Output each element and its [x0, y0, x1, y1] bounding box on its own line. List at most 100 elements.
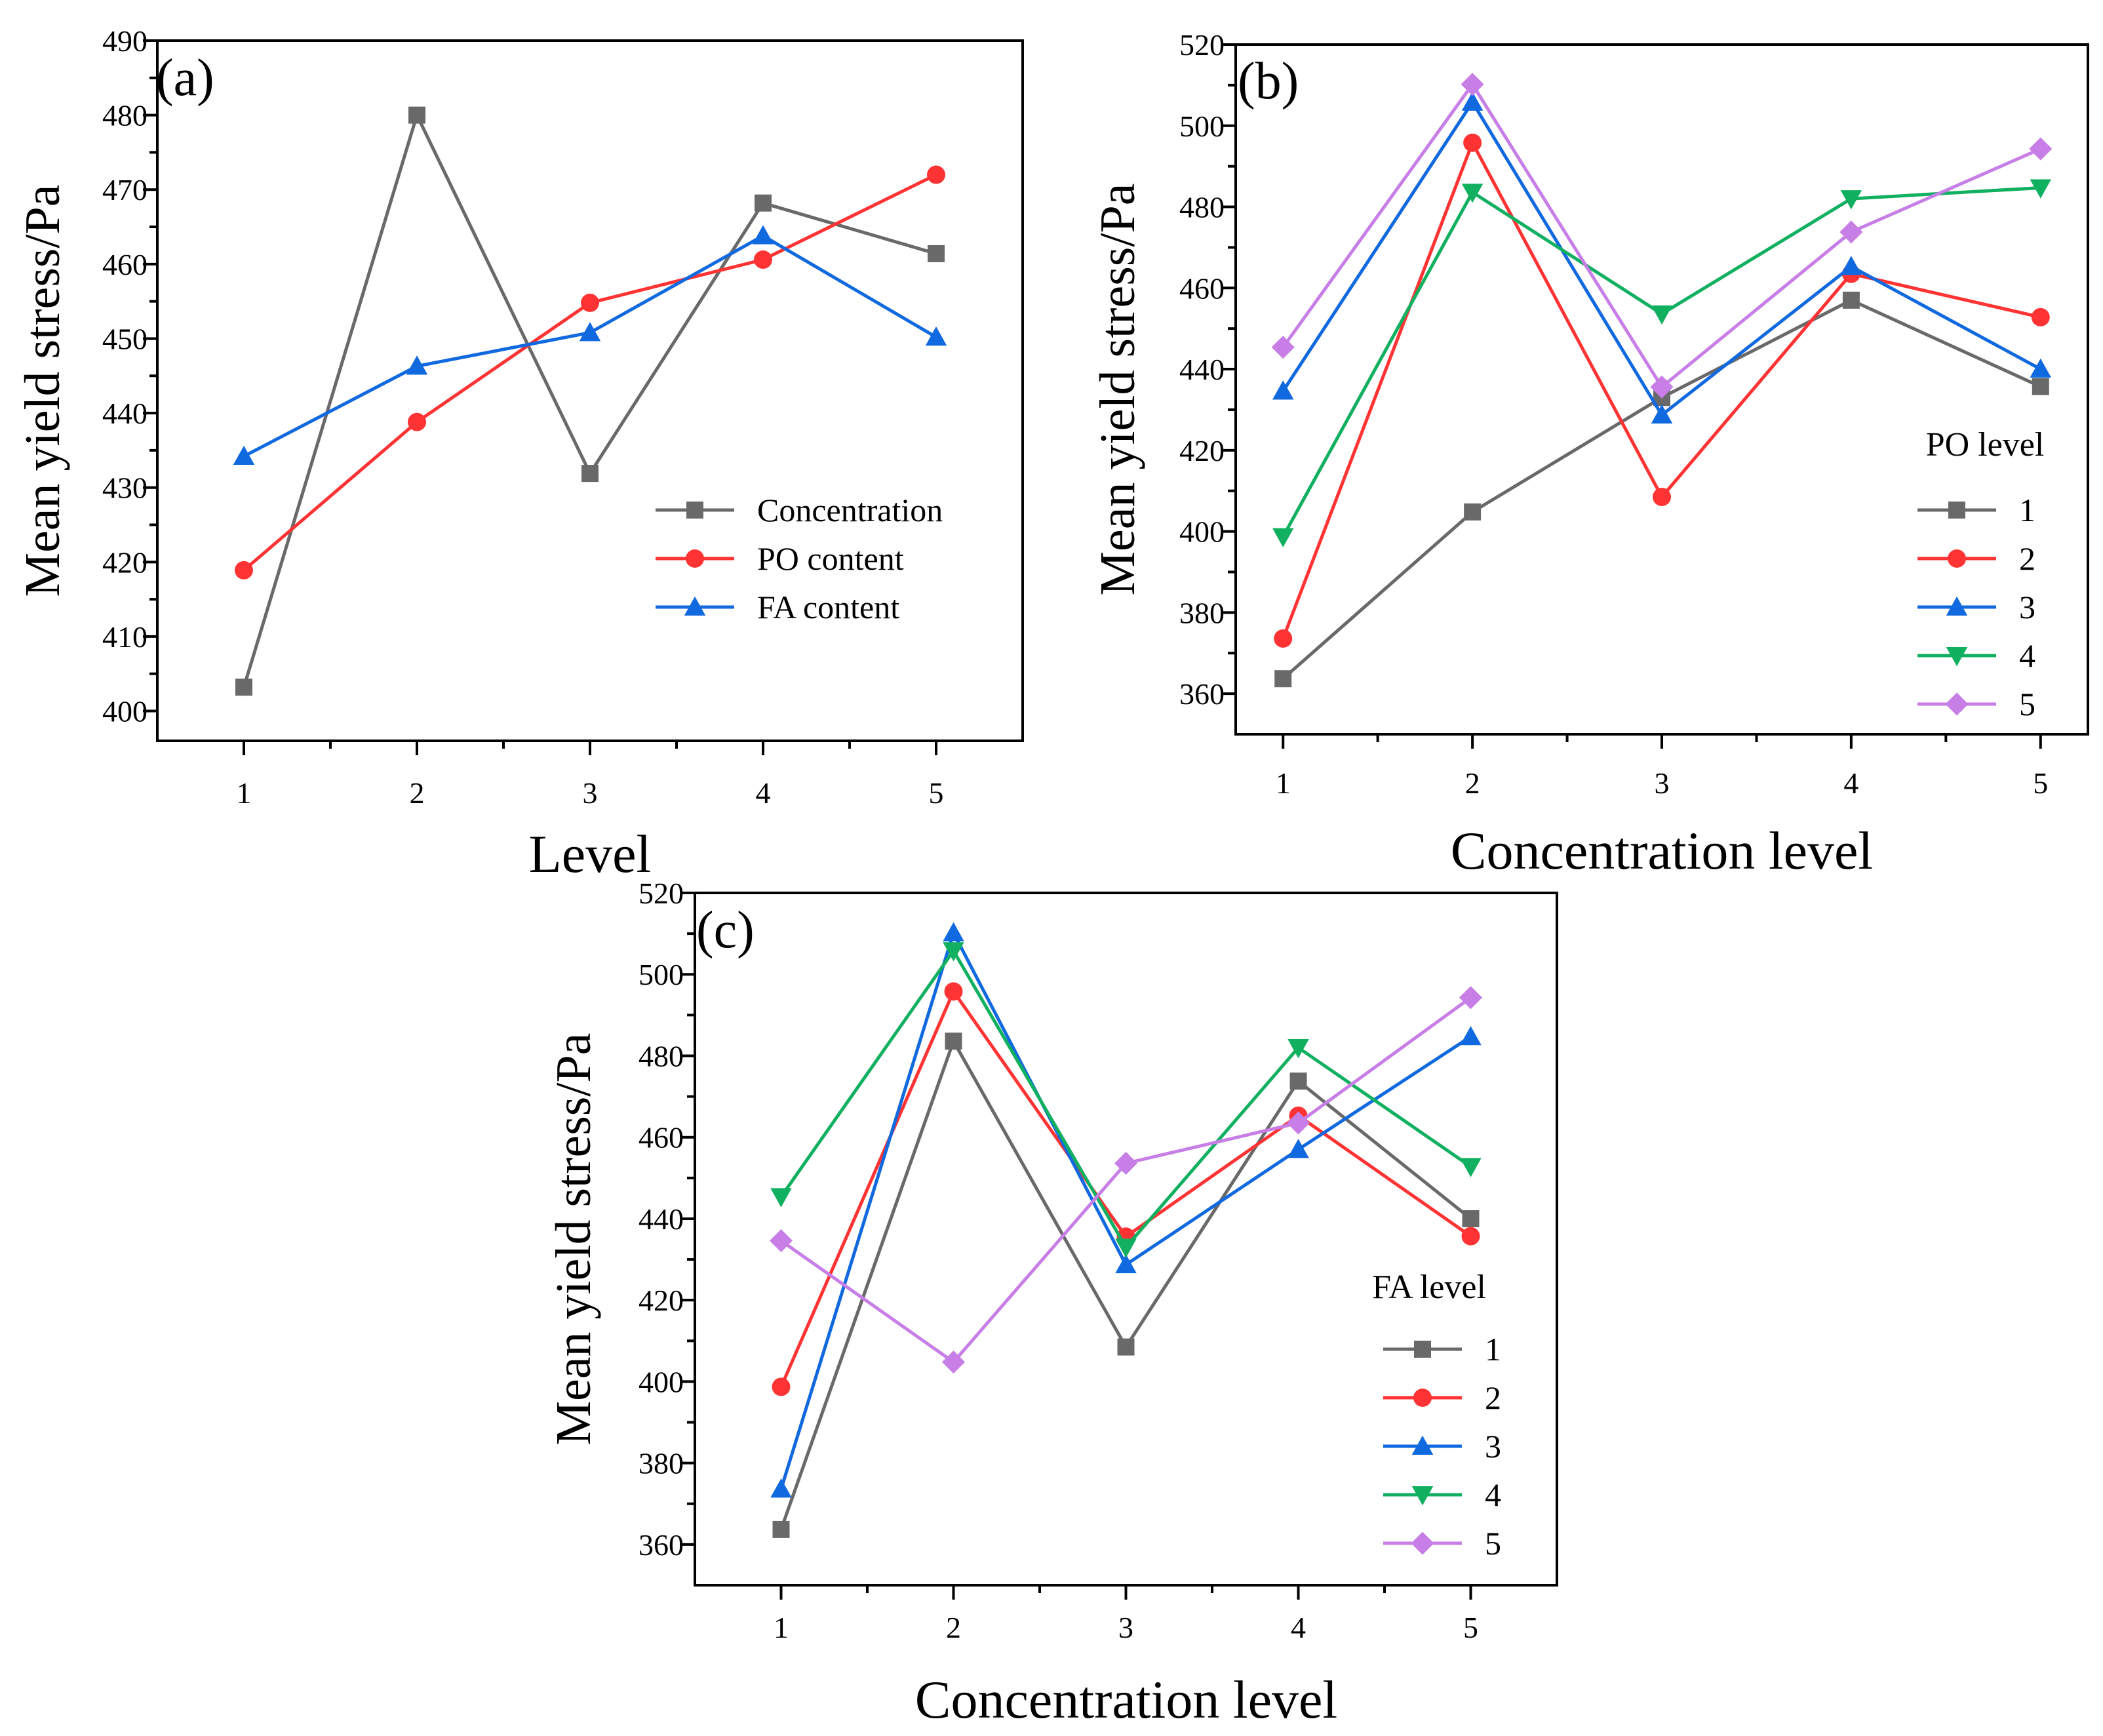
series-line-c-3: [779, 928, 1472, 1490]
y-tick-label: 420: [639, 1284, 684, 1317]
y-axis-label: Mean yield stress/Pa: [546, 1033, 601, 1445]
data-point-b-5-3: [1650, 375, 1674, 399]
panel-a: 400 410 420 430 440 450 460 470 480 490 1 2 3 4 5 Conce…: [15, 24, 1024, 884]
data-point-c-3-4: [1287, 1139, 1309, 1158]
legend-marker: [1411, 1486, 1434, 1506]
legend-entry-label: 2: [2019, 540, 2035, 577]
y-tick-label: 460: [102, 248, 147, 281]
data-point-c-1-5: [1462, 1210, 1480, 1227]
x-axis-label: Concentration level: [915, 1670, 1337, 1729]
legend-entry-label: Concentration: [757, 492, 943, 528]
x-tick-label: 1: [774, 1611, 789, 1644]
legend-marker: [1946, 647, 1968, 667]
data-point-a-1-4: [755, 194, 772, 212]
data-point-b-1-4: [1842, 291, 1860, 309]
series-line-c-4: [779, 947, 1472, 1250]
x-tick-label: 2: [946, 1611, 961, 1644]
y-tick-label: 470: [102, 173, 147, 207]
x-tick-label: 5: [1463, 1611, 1478, 1644]
legend-entry-label: 1: [1485, 1331, 1501, 1368]
y-tick-label: 440: [639, 1202, 684, 1236]
panel-label: (b): [1238, 52, 1299, 110]
data-point-c-2-1: [772, 1377, 791, 1396]
legend-marker: [684, 596, 706, 616]
y-tick-label: 520: [1179, 28, 1225, 62]
legend-marker: [686, 502, 703, 519]
y-axis-label: Mean yield stress/Pa: [1090, 183, 1145, 595]
legend-entry-label: 3: [1485, 1428, 1501, 1465]
y-tick-label: 430: [102, 471, 147, 505]
legend-entry-label: 5: [2019, 686, 2035, 722]
x-tick-label: 5: [2033, 766, 2048, 800]
legend-entry-label: PO content: [757, 540, 904, 577]
data-point-c-5-1: [769, 1229, 793, 1253]
data-point-c-3-1: [770, 1478, 792, 1498]
data-point-b-3-1: [1272, 380, 1294, 400]
x-tick-label: 3: [1655, 766, 1670, 800]
legend-marker: [1945, 692, 1969, 716]
data-point-b-3-5: [2030, 358, 2052, 378]
data-point-b-5-5: [2029, 137, 2053, 161]
x-axis-label: Level: [529, 824, 652, 884]
y-tick-label: 450: [102, 322, 147, 355]
data-point-a-1-3: [581, 465, 599, 483]
data-point-b-4-2: [1461, 184, 1484, 203]
y-tick-label: 360: [1179, 677, 1225, 711]
data-point-a-1-5: [928, 245, 945, 262]
data-point-a-3-2: [406, 355, 428, 375]
y-tick-label: 360: [639, 1528, 684, 1562]
data-point-c-5-4: [1286, 1111, 1310, 1135]
x-tick-label: 4: [1291, 1611, 1306, 1644]
data-point-b-4-5: [2030, 179, 2052, 199]
data-point-b-4-3: [1651, 305, 1673, 325]
x-tick-label: 2: [410, 776, 425, 810]
y-tick-label: 400: [1179, 515, 1225, 549]
data-point-a-2-3: [581, 293, 599, 312]
data-point-b-5-1: [1271, 336, 1295, 359]
legend-marker: [1411, 1531, 1434, 1555]
y-tick-label: 380: [639, 1447, 684, 1480]
data-point-a-1-2: [408, 106, 425, 124]
y-tick-label: 500: [1179, 109, 1225, 143]
x-tick-label: 4: [1843, 766, 1858, 800]
data-point-b-3-2: [1461, 91, 1484, 111]
legend-entry-label: 2: [1485, 1379, 1501, 1416]
data-point-a-2-5: [927, 165, 945, 184]
legend-marker: [1946, 596, 1968, 616]
panel-c: 360 380 400 420 440 460 480 500 520 1 2 3 4 5 FA level…: [546, 877, 1558, 1729]
data-point-c-4-2: [943, 942, 964, 962]
data-point-c-4-5: [1460, 1158, 1482, 1177]
legend-entry-label: 3: [2019, 589, 2035, 625]
data-point-b-4-4: [1840, 190, 1862, 210]
legend-marker: [1411, 1435, 1434, 1455]
data-point-a-3-3: [579, 322, 601, 342]
y-tick-label: 460: [1179, 271, 1225, 305]
legend-entry-label: 5: [1485, 1525, 1501, 1562]
y-tick-label: 420: [1179, 434, 1225, 467]
legend-entry-label: 4: [2019, 637, 2035, 674]
y-tick-label: 460: [639, 1121, 684, 1154]
data-point-c-5-3: [1114, 1151, 1138, 1175]
data-point-c-3-3: [1115, 1253, 1137, 1274]
series-line-b-3: [1282, 99, 2041, 418]
data-point-c-4-1: [770, 1188, 792, 1208]
x-tick-label: 1: [1276, 766, 1291, 800]
data-point-c-3-2: [943, 922, 964, 941]
data-point-b-2-5: [2031, 307, 2050, 326]
data-point-a-3-1: [233, 445, 255, 465]
data-point-c-5-5: [1459, 986, 1483, 1010]
legend-title: PO level: [1926, 426, 2045, 464]
x-tick-label: 2: [1465, 766, 1480, 800]
legend-entry-label: 4: [1485, 1476, 1501, 1513]
data-point-b-2-2: [1463, 133, 1482, 152]
data-point-c-5-2: [941, 1351, 966, 1374]
y-tick-label: 410: [102, 620, 147, 654]
x-tick-label: 4: [756, 776, 771, 810]
data-point-c-3-5: [1460, 1026, 1482, 1046]
panel-b: 360 380 400 420 440 460 480 500 520 1 2 3 4 5 PO level…: [1090, 28, 2089, 880]
data-point-b-1-2: [1464, 503, 1482, 521]
data-point-c-4-3: [1115, 1238, 1137, 1258]
y-tick-label: 500: [639, 958, 684, 991]
legend-title: FA level: [1372, 1269, 1486, 1306]
data-point-a-2-2: [408, 412, 426, 431]
